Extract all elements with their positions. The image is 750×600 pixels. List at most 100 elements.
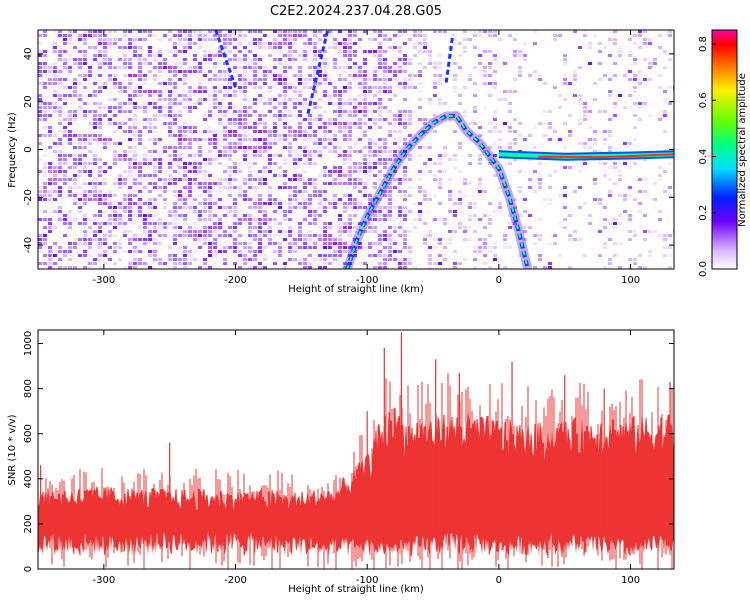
spectrogram-cell <box>318 118 322 121</box>
spectrogram-cell <box>128 138 132 141</box>
spectrogram-cell <box>368 166 372 169</box>
spectrogram-cell <box>608 94 612 97</box>
spectrogram-cell <box>323 246 327 249</box>
spectrogram-cell <box>343 174 347 177</box>
spectrogram-cell <box>483 150 487 153</box>
spectrogram-cell <box>228 118 232 121</box>
spectrogram-cell <box>138 162 142 165</box>
spectrogram-cell <box>483 82 487 85</box>
spectrogram-cell <box>113 42 117 45</box>
spectrogram-cell <box>488 34 492 37</box>
spectrogram-cell <box>613 166 617 169</box>
spectrogram-cell <box>403 246 407 249</box>
spectrogram-cell <box>43 194 47 197</box>
spectrogram-cell <box>208 162 212 165</box>
spectrogram-cell <box>193 50 197 53</box>
spectrogram-cell <box>73 30 77 33</box>
spectrogram-cell <box>343 266 347 269</box>
spectrogram-cell <box>158 38 162 41</box>
spectrogram-cell <box>193 130 197 133</box>
spectrogram-cell <box>378 214 382 217</box>
spectrogram-cell <box>68 54 72 57</box>
spectrogram-cell <box>268 170 272 173</box>
spectrogram-cell <box>208 58 212 61</box>
spectrogram-cell <box>163 206 167 209</box>
spectrogram-cell <box>303 178 307 181</box>
spectrogram-cell <box>218 70 222 73</box>
spectrogram-cell <box>313 102 317 105</box>
spectrogram-cell <box>373 50 377 53</box>
spectrogram-cell <box>258 230 262 233</box>
spectrogram-cell <box>468 202 472 205</box>
spectrogram-cell <box>423 242 427 245</box>
spectrogram-cell <box>338 178 342 181</box>
spectrogram-cell <box>238 142 242 145</box>
spectrogram-cell <box>203 114 207 117</box>
spectrogram-ytick-label: 0 <box>23 146 34 152</box>
spectrogram-cell <box>383 38 387 41</box>
spectrogram-cell <box>563 98 567 101</box>
spectrogram-cell <box>108 118 112 121</box>
spectrogram-cell <box>178 34 182 37</box>
spectrogram-cell <box>203 158 207 161</box>
spectrogram-cell <box>308 38 312 41</box>
spectrogram-cell <box>158 186 162 189</box>
spectrogram-cell <box>158 262 162 265</box>
spectrogram-cell <box>83 250 87 253</box>
spectrogram-cell <box>248 162 252 165</box>
spectrogram-cell <box>143 214 147 217</box>
spectrogram-cell <box>113 182 117 185</box>
spectrogram-cell <box>363 90 367 93</box>
spectrogram-cell <box>193 90 197 93</box>
spectrogram-cell <box>268 102 272 105</box>
spectrogram-cell <box>348 38 352 41</box>
spectrogram-cell <box>93 230 97 233</box>
spectrogram-cell <box>393 178 397 181</box>
spectrogram-cell <box>188 166 192 169</box>
spectrogram-cell <box>273 98 277 101</box>
spectrogram-cell <box>153 254 157 257</box>
spectrogram-cell <box>288 46 292 49</box>
spectrogram-cell <box>118 122 122 125</box>
spectrogram-cell <box>553 170 557 173</box>
spectrogram-cell <box>393 62 397 65</box>
spectrogram-cell <box>538 162 542 165</box>
spectrogram-cell <box>303 82 307 85</box>
spectrogram-cell <box>253 130 257 133</box>
spectrogram-cell <box>568 134 572 137</box>
spectrogram-cell <box>278 110 282 113</box>
spectrogram-cell <box>608 130 612 133</box>
spectrogram-cell <box>58 94 62 97</box>
spectrogram-cell <box>83 138 87 141</box>
spectrogram-cell <box>98 86 102 89</box>
spectrogram-cell <box>163 178 167 181</box>
spectrogram-cell <box>103 114 107 117</box>
spectrogram-cell <box>513 158 517 161</box>
spectrogram-cell <box>218 150 222 153</box>
spectrogram-cell <box>348 202 352 205</box>
spectrogram-cell <box>108 106 112 109</box>
spectrogram-cell <box>73 218 77 221</box>
spectrogram-cell <box>113 210 117 213</box>
spectrogram-cell <box>293 106 297 109</box>
spectrogram-cell <box>208 266 212 269</box>
spectrogram-cell <box>48 146 52 149</box>
spectrogram-cell <box>253 62 257 65</box>
spectrogram-cell <box>38 102 42 105</box>
spectrogram-cell <box>53 134 57 137</box>
spectrogram-cell <box>553 34 557 37</box>
spectrogram-cell <box>63 78 67 81</box>
spectrogram-cell <box>328 122 332 125</box>
spectrogram-cell <box>428 54 432 57</box>
spectrogram-cell <box>518 158 522 161</box>
spectrogram-cell <box>403 194 407 197</box>
spectrogram-cell <box>183 222 187 225</box>
spectrogram-cell <box>58 206 62 209</box>
spectrogram-cell <box>658 46 662 49</box>
spectrogram-cell <box>583 114 587 117</box>
spectrogram-cell <box>43 134 47 137</box>
spectrogram-cell <box>93 238 97 241</box>
snr-xlabel: Height of straight line (km) <box>288 584 424 595</box>
spectrogram-cell <box>668 162 672 165</box>
spectrogram-cell <box>463 238 467 241</box>
